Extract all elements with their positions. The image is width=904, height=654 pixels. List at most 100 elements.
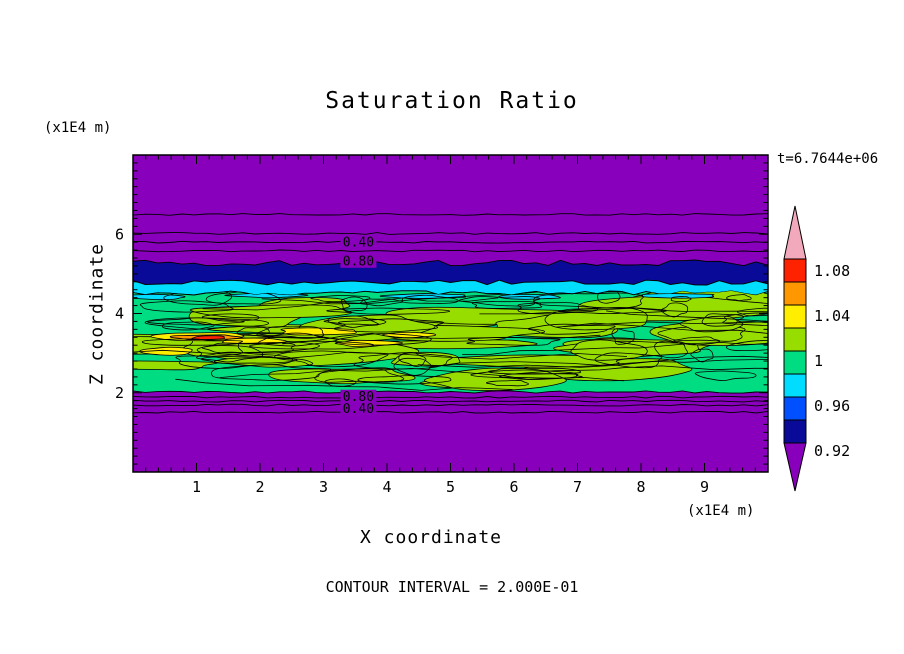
contour-loop bbox=[557, 307, 667, 314]
contour-line bbox=[133, 249, 768, 253]
colorbar-segment bbox=[783, 396, 807, 421]
contour-loop bbox=[340, 296, 368, 312]
x-tick-label: 7 bbox=[573, 478, 582, 496]
contour-loop bbox=[654, 340, 688, 359]
contour-loop bbox=[258, 332, 338, 347]
contour-loop bbox=[310, 295, 371, 303]
turbulent-mixed-region bbox=[133, 290, 768, 391]
colorbar-label: 1.04 bbox=[814, 307, 850, 325]
colorbar-segment bbox=[783, 350, 807, 375]
chart-title: Saturation Ratio bbox=[325, 88, 579, 114]
contour-line bbox=[133, 395, 768, 399]
contour-loop bbox=[725, 340, 768, 352]
x-tick-label: 2 bbox=[255, 478, 264, 496]
x-axis-unit: (x1E4 m) bbox=[687, 503, 755, 519]
contour-loop bbox=[141, 338, 243, 346]
colorbar-bottom-arrow bbox=[783, 442, 807, 492]
contour-filament bbox=[462, 340, 768, 356]
contour-loop bbox=[517, 302, 598, 315]
colorbar-segment bbox=[783, 419, 807, 444]
contour-loop bbox=[314, 368, 405, 383]
x-tick-label: 6 bbox=[509, 478, 518, 496]
contour-label: 0.80 bbox=[343, 390, 374, 405]
contour-loop bbox=[162, 321, 215, 331]
hot-spot bbox=[642, 293, 715, 299]
x-tick-label: 4 bbox=[382, 478, 391, 496]
hot-spot bbox=[191, 335, 225, 340]
colorbar-segment bbox=[783, 327, 807, 352]
contour-loop bbox=[211, 364, 332, 381]
contour-loop bbox=[144, 317, 270, 330]
contour-loop bbox=[726, 294, 752, 302]
x-tick-label: 5 bbox=[446, 478, 455, 496]
contour-loop bbox=[737, 307, 768, 317]
hot-spot bbox=[133, 293, 186, 301]
x-tick-label: 3 bbox=[319, 478, 328, 496]
y-tick-label: 2 bbox=[115, 384, 124, 402]
contour-line bbox=[133, 399, 768, 403]
contour-loop bbox=[597, 290, 621, 304]
hot-spot bbox=[280, 327, 357, 336]
contour-filament bbox=[282, 332, 601, 345]
y-axis-unit: (x1E4 m) bbox=[44, 120, 112, 136]
contour-loop bbox=[201, 342, 296, 354]
contour-loop bbox=[690, 348, 714, 363]
colorbar-label: 0.92 bbox=[814, 442, 850, 460]
contour-loop bbox=[594, 352, 663, 369]
colorbar-label: 0.96 bbox=[814, 397, 850, 415]
contour-loop bbox=[256, 326, 325, 339]
contour-filament bbox=[428, 357, 768, 368]
contour-loop bbox=[357, 375, 452, 385]
contour-filament bbox=[175, 378, 513, 391]
contour-label-mask bbox=[340, 235, 377, 250]
x-tick-label: 1 bbox=[192, 478, 201, 496]
contour-filament bbox=[133, 349, 628, 360]
contour-filament bbox=[563, 322, 768, 337]
y-tick-label: 6 bbox=[115, 225, 124, 243]
colorbar-segment bbox=[783, 258, 807, 283]
contour-loop bbox=[471, 301, 543, 309]
contour-loop bbox=[393, 357, 432, 376]
colorbar-label: 1 bbox=[814, 352, 823, 370]
contour-loop bbox=[359, 298, 404, 307]
contour-patch bbox=[189, 304, 352, 319]
contour-interval-note: CONTOUR INTERVAL = 2.000E-01 bbox=[325, 578, 579, 596]
contour-loop bbox=[334, 333, 432, 346]
contour-label-mask bbox=[340, 401, 377, 416]
colorbar-segment bbox=[783, 373, 807, 398]
contour-filament bbox=[261, 290, 768, 305]
x-axis-label: X coordinate bbox=[359, 527, 503, 548]
contour-line bbox=[133, 232, 768, 235]
contour-patch bbox=[268, 367, 416, 385]
contour-loop bbox=[326, 307, 451, 315]
contour-loop bbox=[486, 380, 529, 387]
x-tick-label: 9 bbox=[700, 478, 709, 496]
contour-filament bbox=[202, 297, 499, 311]
contour-loop bbox=[323, 318, 387, 326]
contour-loop bbox=[488, 367, 582, 375]
hot-spot bbox=[139, 346, 193, 356]
contour-loop bbox=[458, 296, 541, 307]
contour-loop bbox=[333, 318, 445, 333]
colorbar-label: 1.08 bbox=[814, 262, 850, 280]
contour-line bbox=[133, 213, 768, 216]
contour-loop bbox=[694, 370, 757, 381]
contour-filament bbox=[219, 367, 624, 382]
contour-loop bbox=[398, 351, 427, 367]
contour-filament bbox=[513, 365, 768, 379]
y-tick-label: 4 bbox=[115, 305, 124, 323]
contour-label: 0.40 bbox=[343, 236, 374, 251]
contour-line bbox=[133, 410, 768, 414]
contour-loop bbox=[196, 345, 264, 363]
contour-loop bbox=[163, 290, 233, 306]
axis-ticks bbox=[133, 155, 768, 472]
contour-patch bbox=[133, 360, 218, 371]
x-tick-label: 8 bbox=[636, 478, 645, 496]
contour-loop bbox=[324, 378, 357, 387]
timestamp-label: t=6.7644e+06 bbox=[777, 151, 879, 167]
contour-loop bbox=[673, 336, 721, 346]
contour-filament bbox=[417, 355, 768, 368]
plot-area: 0.400.800.800.40 bbox=[133, 155, 768, 472]
